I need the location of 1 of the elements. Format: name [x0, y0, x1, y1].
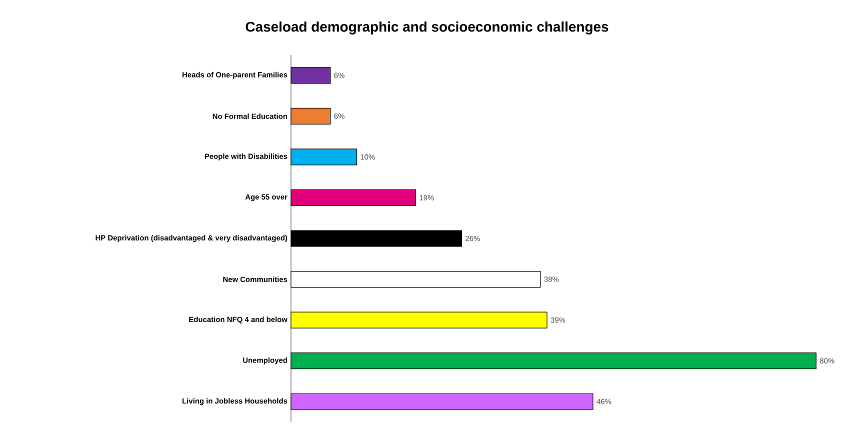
chart-title: Caseload demographic and socioeconomic challenges	[246, 21, 608, 35]
